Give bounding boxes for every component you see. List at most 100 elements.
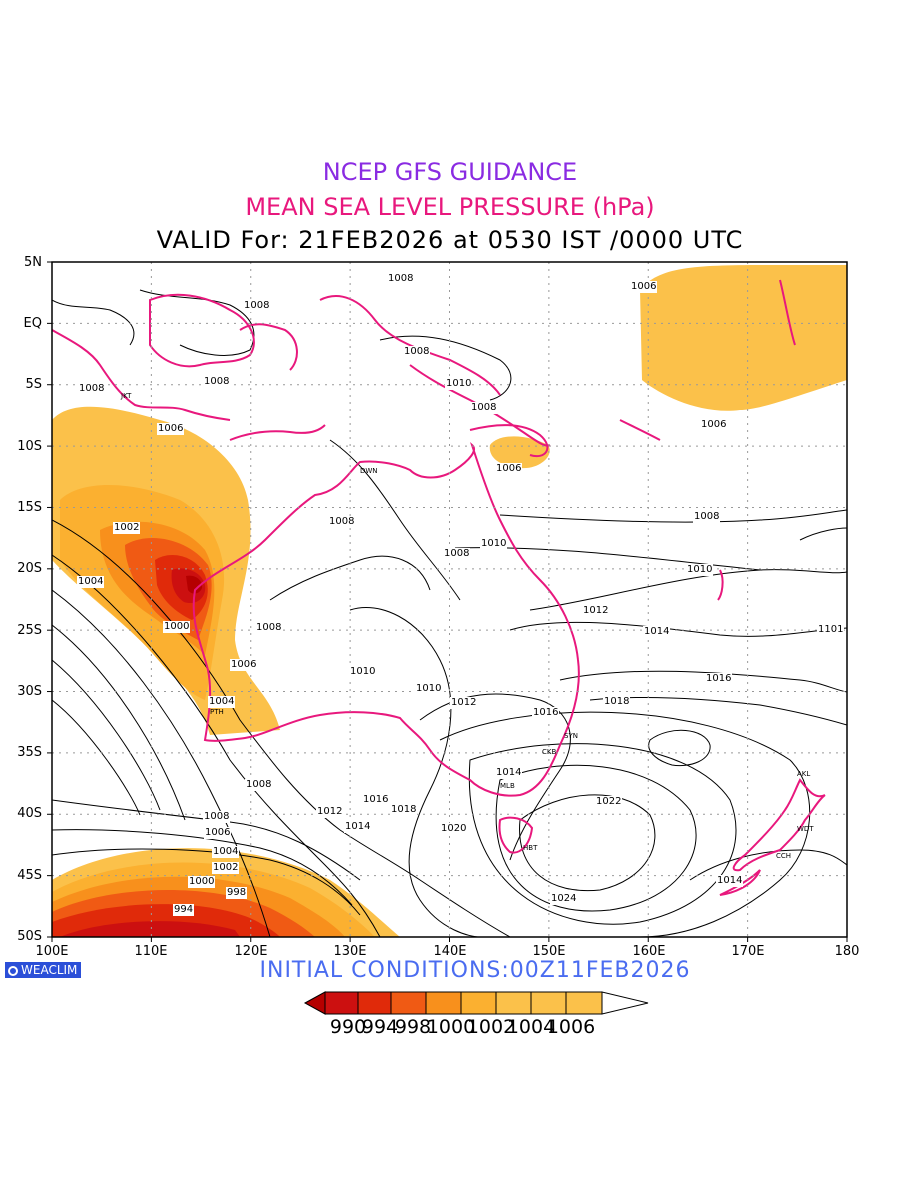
contour-label: 1016 bbox=[532, 707, 560, 719]
title-model: NCEP GFS GUIDANCE bbox=[322, 158, 578, 186]
lon-label: 160E bbox=[632, 944, 666, 959]
contour-label: 1008 bbox=[470, 402, 498, 414]
city-label: SYN bbox=[564, 732, 578, 740]
contour-label: 1010 bbox=[445, 378, 473, 390]
weaclim-logo: WEACLIM bbox=[5, 962, 82, 978]
contour-label: 1008 bbox=[328, 516, 356, 528]
contour-label: 1002 bbox=[212, 862, 240, 874]
contour-label: 1010 bbox=[480, 538, 508, 550]
lat-label: 20S bbox=[17, 561, 42, 576]
lat-label: 15S bbox=[17, 500, 42, 515]
lon-label: 170E bbox=[731, 944, 765, 959]
lat-label: 45S bbox=[17, 868, 42, 883]
lon-label: 110E bbox=[134, 944, 168, 959]
contour-label: 1024 bbox=[550, 893, 578, 905]
contour-label: 1002 bbox=[113, 522, 141, 534]
colorbar-box bbox=[460, 991, 497, 1015]
lat-label: 35S bbox=[17, 745, 42, 760]
contour-label: 1012 bbox=[450, 697, 478, 709]
lon-label: 120E bbox=[234, 944, 268, 959]
contour-label: 1000 bbox=[188, 876, 216, 888]
lon-label: 130E bbox=[333, 944, 367, 959]
colorbar-low-arrow bbox=[303, 991, 326, 1015]
contour-label: 1008 bbox=[78, 383, 106, 395]
colorbar-box bbox=[565, 991, 603, 1015]
coastlines bbox=[52, 279, 826, 896]
contour-label: 1010 bbox=[686, 564, 714, 576]
contour-label: 1018 bbox=[390, 804, 418, 816]
contour-label: 1018 bbox=[603, 696, 631, 708]
contour-label: 1000 bbox=[163, 621, 191, 633]
city-label: CCH bbox=[776, 852, 792, 860]
contour-label: 1016 bbox=[362, 794, 390, 806]
colorbar-box bbox=[357, 991, 392, 1015]
contour-label: 1016 bbox=[705, 673, 733, 685]
lat-label: 30S bbox=[17, 684, 42, 699]
lon-label: 180 bbox=[834, 944, 860, 959]
copyright-icon bbox=[8, 966, 18, 976]
colorbar-tick: 998 bbox=[394, 1016, 432, 1038]
lat-label: 5N bbox=[24, 255, 42, 270]
initial-conditions: INITIAL CONDITIONS:00Z11FEB2026 bbox=[259, 958, 691, 983]
colorbar-tick: 1002 bbox=[466, 1016, 516, 1038]
lat-label: 10S bbox=[17, 439, 42, 454]
contour-label: 1008 bbox=[203, 376, 231, 388]
city-label: WDT bbox=[797, 825, 814, 833]
contour-label: 1014 bbox=[643, 626, 671, 638]
contour-label: 1014 bbox=[495, 767, 523, 779]
colorbar-box bbox=[425, 991, 462, 1015]
title-valid-time: VALID For: 21FEB2026 at 0530 IST /0000 U… bbox=[156, 226, 744, 254]
contour-label: 1004 bbox=[212, 846, 240, 858]
lat-label: 25S bbox=[17, 623, 42, 638]
lon-label: 140E bbox=[433, 944, 467, 959]
contour-label: 1008 bbox=[243, 300, 271, 312]
contour-label: 1008 bbox=[203, 811, 231, 823]
contour-label: 1101 bbox=[817, 624, 845, 636]
colorbar bbox=[303, 991, 649, 1015]
contour-label: 1022 bbox=[595, 796, 623, 808]
colorbar-tick: 1000 bbox=[426, 1016, 476, 1038]
lat-label: 40S bbox=[17, 806, 42, 821]
contour-label: 1008 bbox=[403, 346, 431, 358]
contour-label: 1006 bbox=[495, 463, 523, 475]
title-variable: MEAN SEA LEVEL PRESSURE (hPa) bbox=[245, 193, 655, 221]
colorbar-box bbox=[530, 991, 567, 1015]
contour-label: 1006 bbox=[700, 419, 728, 431]
contour-label: 998 bbox=[226, 887, 248, 899]
city-label: MLB bbox=[500, 782, 515, 790]
city-label: JKT bbox=[121, 392, 132, 400]
contour-label: 1008 bbox=[245, 779, 273, 791]
contour-label: 1014 bbox=[344, 821, 372, 833]
contour-label: 1006 bbox=[204, 827, 232, 839]
colorbar-box bbox=[495, 991, 532, 1015]
contour-label: 1012 bbox=[582, 605, 610, 617]
city-label: DWN bbox=[360, 467, 378, 475]
shaded-low-west-australia bbox=[52, 406, 280, 735]
contour-label: 1004 bbox=[208, 696, 236, 708]
brand-label: WEACLIM bbox=[21, 963, 78, 977]
lon-label: 150E bbox=[532, 944, 566, 959]
contour-label: 1012 bbox=[316, 806, 344, 818]
contour-label: 1006 bbox=[230, 659, 258, 671]
shaded-high-1006-areas bbox=[489, 265, 847, 469]
lon-label: 100E bbox=[35, 944, 69, 959]
city-label: HBT bbox=[523, 844, 538, 852]
lat-label: 5S bbox=[25, 377, 42, 392]
shaded-low-southern-ocean bbox=[52, 848, 400, 937]
contour-label: 1020 bbox=[440, 823, 468, 835]
contour-label: 1008 bbox=[255, 622, 283, 634]
colorbar-tick: 990 bbox=[329, 1016, 367, 1038]
contour-label: 1014 bbox=[716, 875, 744, 887]
contour-label: 1008 bbox=[693, 511, 721, 523]
contour-label: 1006 bbox=[630, 281, 658, 293]
axis-ticks bbox=[47, 261, 848, 942]
contour-label: 1008 bbox=[443, 548, 471, 560]
colorbar-tick: 1006 bbox=[546, 1016, 596, 1038]
contour-label: 1008 bbox=[387, 273, 415, 285]
lat-label: EQ bbox=[23, 316, 42, 331]
contour-label: 1010 bbox=[349, 666, 377, 678]
city-label: PTH bbox=[210, 708, 224, 716]
lat-label: 50S bbox=[17, 929, 42, 944]
contour-label: 1010 bbox=[415, 683, 443, 695]
